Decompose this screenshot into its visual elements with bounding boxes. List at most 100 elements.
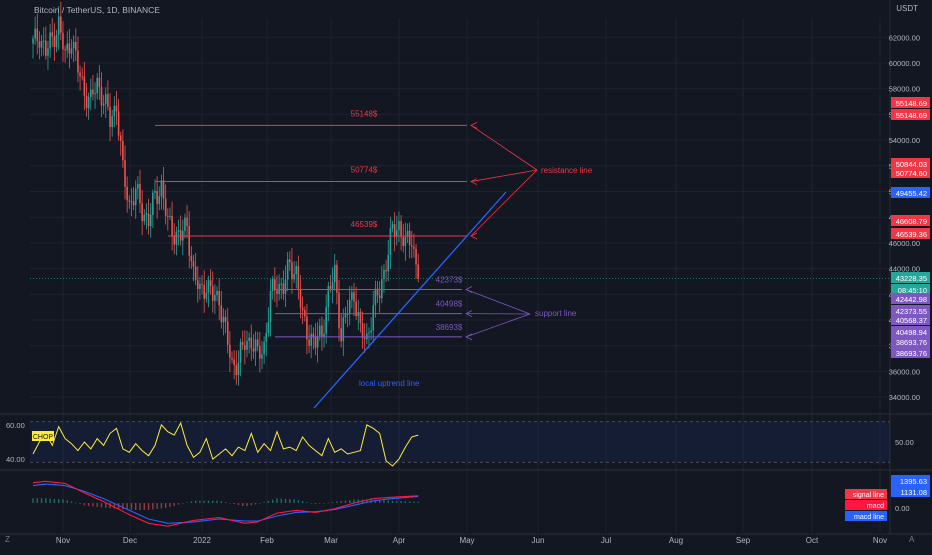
candle-body [278,284,280,294]
macd-histogram-bar [62,499,63,503]
macd-histogram-bar [216,501,217,503]
macd-histogram-bar [289,499,290,503]
price-label-text: 40568.37 [896,316,927,325]
time-tick-label: Apr [393,536,406,545]
candle-body [212,286,214,301]
auto-scale-marker[interactable]: A [909,535,915,544]
candle-body [413,247,415,249]
time-tick-label: May [459,536,474,545]
candle-body [392,224,394,228]
candle-body [225,317,227,322]
resistance-line-annotation: resistance line [541,166,593,175]
level-label: 46539$ [351,220,378,229]
macd-histogram-bar [281,499,282,503]
macd-histogram-bar [182,503,183,504]
macd-histogram-bar [311,503,312,504]
candle-body [263,342,265,354]
macd-histogram-bar [306,502,307,503]
candle-body [259,346,261,358]
candle-body [184,218,186,231]
macd-histogram-bar [156,503,157,509]
candle-body [49,32,51,48]
currency-label: USDT [896,4,918,13]
macd-histogram-bar [340,501,341,503]
macd-histogram-bar [54,499,55,503]
candle-body [330,286,332,289]
candle-body [158,196,160,204]
macd-histogram-bar [349,500,350,503]
macd-histogram-bar [413,502,414,503]
candle-body [238,363,240,375]
candle-body [272,279,274,291]
candle-body [206,293,208,299]
candle-body [79,72,81,76]
candle-body [77,51,79,73]
candle-body [214,295,216,301]
candle-body [171,216,173,236]
candle-body [218,291,220,305]
candle-body [114,106,116,117]
macd-histogram-bar [139,503,140,510]
time-tick-label: Oct [806,536,819,545]
candle-body [349,300,351,314]
candle-body [109,107,111,127]
candle-body [69,44,71,54]
candle-body [375,289,377,305]
price-tick-label: 34000.00 [889,393,920,402]
macd-histogram-bar [67,500,68,503]
macd-histogram-bar [293,499,294,503]
macd-histogram-bar [396,501,397,503]
candle-body [366,334,368,340]
timezone-marker[interactable]: Z [5,535,10,544]
macd-histogram-bar [97,503,98,507]
candle-body [244,345,246,350]
candle-body [60,16,62,32]
macd-histogram-bar [105,503,106,508]
macd-histogram-bar [418,502,419,503]
candle-body [210,280,212,286]
price-label-text: 38693.76 [896,338,927,347]
price-tick-label: 36000.00 [889,367,920,376]
macd-histogram-bar [148,503,149,510]
time-tick-label: Feb [260,536,274,545]
signal-value-label: 1131.08 [900,488,927,497]
time-tick-label: Aug [669,536,683,545]
candle-body [165,199,167,216]
candle-body [340,328,342,341]
candle-body [317,336,319,348]
candle-body [270,291,272,322]
candle-body [64,49,66,50]
macd-histogram-bar [49,499,50,503]
macd-histogram-bar [259,503,260,504]
macd-histogram-bar [122,503,123,509]
macd-histogram-bar [84,503,85,505]
candle-body [111,116,113,127]
candle-body [186,218,188,226]
time-tick-label: Nov [56,536,70,545]
candle-body [156,191,158,204]
candle-body [116,106,118,112]
macd-histogram-bar [302,501,303,503]
candle-body [105,94,107,103]
candle-body [283,284,285,294]
candle-body [257,339,259,346]
macd-histogram-bar [165,503,166,508]
candle-body [96,78,98,93]
candle-body [390,228,392,254]
chop-tag: CHOP [33,434,54,441]
macd-histogram-bar [392,501,393,503]
candle-body [276,290,278,294]
candle-body [161,180,163,196]
candle-body [103,104,105,106]
candle-body [203,285,205,299]
candle-body [332,282,334,289]
candle-body [255,339,257,351]
macd-histogram-bar [238,503,239,505]
macd-histogram-bar [212,501,213,503]
candle-body [345,314,347,317]
candle-body [306,316,308,339]
time-tick-label: Jul [601,536,611,545]
candle-body [152,193,154,215]
level-label: 50774$ [351,166,378,175]
